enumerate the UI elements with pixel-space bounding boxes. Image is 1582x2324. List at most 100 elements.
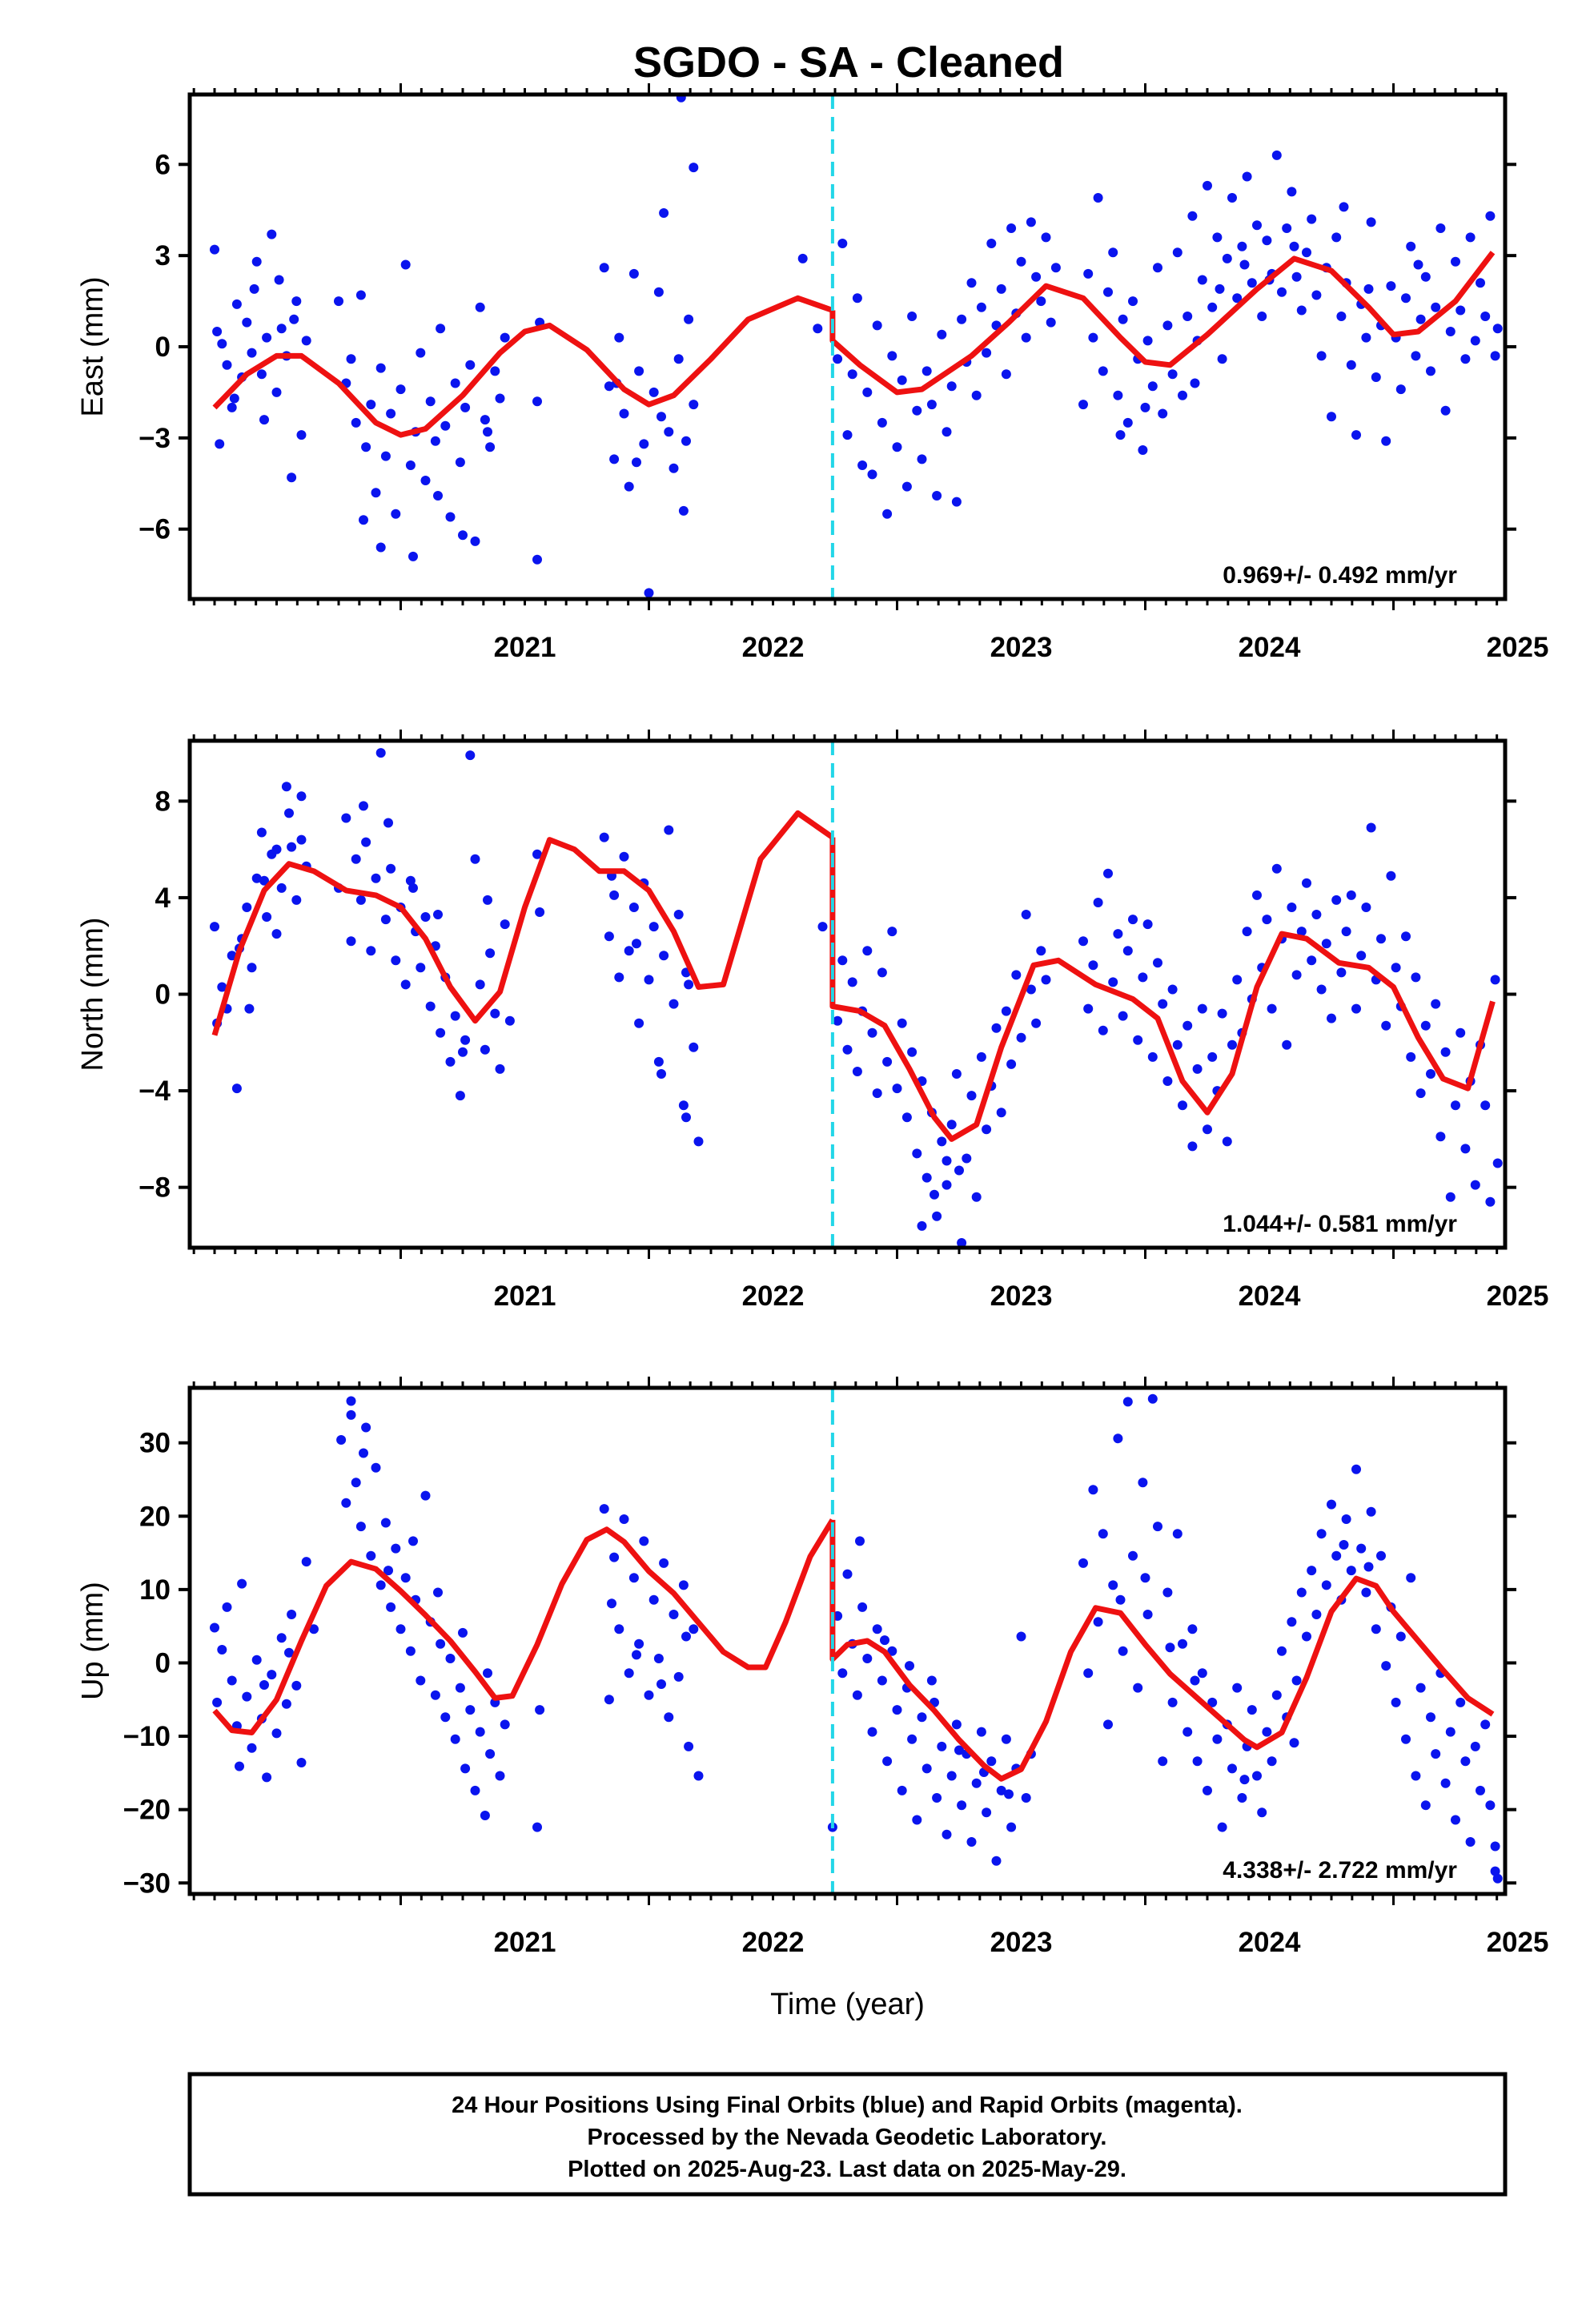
data-point-up-129	[1016, 1631, 1026, 1642]
data-point-east-218	[1460, 354, 1471, 364]
data-point-north-53	[470, 854, 480, 864]
footer-line-3: Plotted on 2025-Aug-23. Last data on 202…	[568, 2157, 1126, 2182]
data-point-east-141	[1078, 400, 1088, 410]
data-point-up-0	[210, 1622, 219, 1633]
data-point-north-133	[1021, 910, 1031, 919]
data-point-up-88	[632, 1650, 641, 1660]
data-point-north-34	[375, 748, 386, 758]
data-point-north-63	[408, 883, 418, 893]
data-point-east-200	[1371, 372, 1381, 382]
data-point-north-58	[495, 1063, 505, 1074]
data-point-east-110	[901, 481, 912, 492]
data-point-up-104	[892, 1705, 902, 1715]
data-point-east-165	[1197, 275, 1207, 285]
data-point-up-122	[982, 1807, 992, 1818]
data-point-up-108	[912, 1815, 922, 1825]
data-point-up-96	[852, 1690, 862, 1700]
data-point-north-138	[917, 1220, 927, 1231]
data-point-east-70	[604, 381, 614, 392]
data-point-north-73	[619, 851, 629, 862]
data-point-north-71	[609, 890, 620, 900]
data-point-north-111	[912, 1148, 922, 1159]
data-point-north-105	[882, 1056, 893, 1067]
data-point-up-143	[1098, 1529, 1108, 1539]
data-point-north-39	[400, 979, 411, 990]
data-point-east-102	[862, 387, 873, 397]
north-ytick-label-3: 4	[155, 883, 171, 914]
data-point-east-173	[1237, 241, 1247, 251]
data-point-up-49	[460, 1763, 471, 1774]
data-point-up-208	[1420, 1800, 1431, 1811]
east-ytick-label-2: 0	[155, 332, 171, 363]
data-point-north-20	[244, 1003, 255, 1014]
data-point-east-142	[1083, 268, 1094, 279]
data-point-east-137	[1036, 296, 1046, 307]
data-point-north-186	[1296, 927, 1307, 937]
data-point-east-40	[405, 460, 416, 470]
data-point-east-188	[1311, 290, 1322, 300]
data-point-north-128	[996, 1108, 1006, 1118]
data-point-east-22	[249, 283, 259, 294]
data-point-north-125	[982, 1124, 992, 1135]
up-ytick-label-0: −30	[123, 1868, 171, 1899]
data-point-up-70	[614, 1624, 624, 1634]
data-point-up-61	[433, 1587, 443, 1598]
north-ytick-label-4: 8	[155, 786, 171, 817]
data-point-east-169	[1217, 354, 1227, 364]
data-point-north-184	[1287, 903, 1297, 912]
data-point-up-125	[996, 1785, 1006, 1795]
data-point-up-67	[599, 1504, 609, 1514]
data-point-east-145	[1098, 366, 1108, 376]
data-point-up-44	[436, 1638, 446, 1649]
data-point-east-148	[1113, 390, 1123, 400]
data-point-north-107	[892, 1084, 902, 1094]
footer-line-2: Processed by the Nevada Geodetic Laborat…	[588, 2125, 1107, 2150]
data-point-east-12	[262, 332, 272, 343]
data-point-north-224	[1485, 1196, 1496, 1207]
data-point-up-155	[1158, 1756, 1168, 1767]
data-point-east-51	[460, 402, 471, 412]
data-point-east-129	[996, 283, 1006, 294]
north-xtick-label-1: 2022	[742, 1281, 805, 1312]
data-point-north-16	[287, 842, 297, 852]
data-point-up-200	[1381, 1661, 1391, 1671]
data-point-east-78	[644, 588, 654, 598]
data-point-east-94	[797, 253, 808, 263]
data-point-up-152	[1142, 1610, 1153, 1619]
data-point-east-3	[217, 339, 227, 349]
data-point-north-13	[271, 929, 282, 939]
data-point-up-174	[1252, 1771, 1262, 1781]
data-point-up-111	[926, 1675, 937, 1686]
data-point-up-136	[954, 1745, 964, 1755]
data-point-east-175	[1247, 278, 1257, 288]
data-point-east-48	[445, 512, 456, 522]
data-point-up-114	[942, 1829, 952, 1839]
data-point-north-161	[1172, 1039, 1182, 1050]
data-point-up-158	[1172, 1529, 1182, 1539]
north-points	[210, 748, 1503, 1248]
data-point-east-96	[833, 354, 843, 364]
data-point-north-81	[659, 951, 669, 961]
data-point-up-198	[1371, 1624, 1381, 1634]
data-point-north-106	[887, 927, 897, 937]
data-point-north-208	[1406, 1051, 1416, 1062]
data-point-east-229	[1215, 283, 1225, 294]
data-point-up-223	[1492, 1873, 1503, 1884]
data-point-up-153	[1147, 1393, 1158, 1404]
up-ytick-label-3: 0	[155, 1647, 171, 1679]
data-point-up-41	[420, 1490, 431, 1501]
data-point-north-79	[648, 922, 659, 932]
data-point-east-216	[1451, 256, 1460, 267]
data-point-north-163	[1182, 1020, 1193, 1031]
data-point-north-223	[1480, 1100, 1491, 1111]
data-point-up-231	[1339, 1540, 1349, 1550]
data-point-north-18	[296, 791, 307, 802]
data-point-east-34	[375, 363, 386, 373]
data-point-east-118	[942, 427, 952, 437]
data-point-east-115	[926, 400, 937, 410]
data-point-up-194	[1351, 1464, 1361, 1474]
data-point-north-113	[921, 1172, 932, 1183]
data-point-east-13	[267, 229, 277, 239]
up-xtick-label-4: 2025	[1487, 1927, 1549, 1958]
data-point-east-183	[1287, 187, 1297, 197]
